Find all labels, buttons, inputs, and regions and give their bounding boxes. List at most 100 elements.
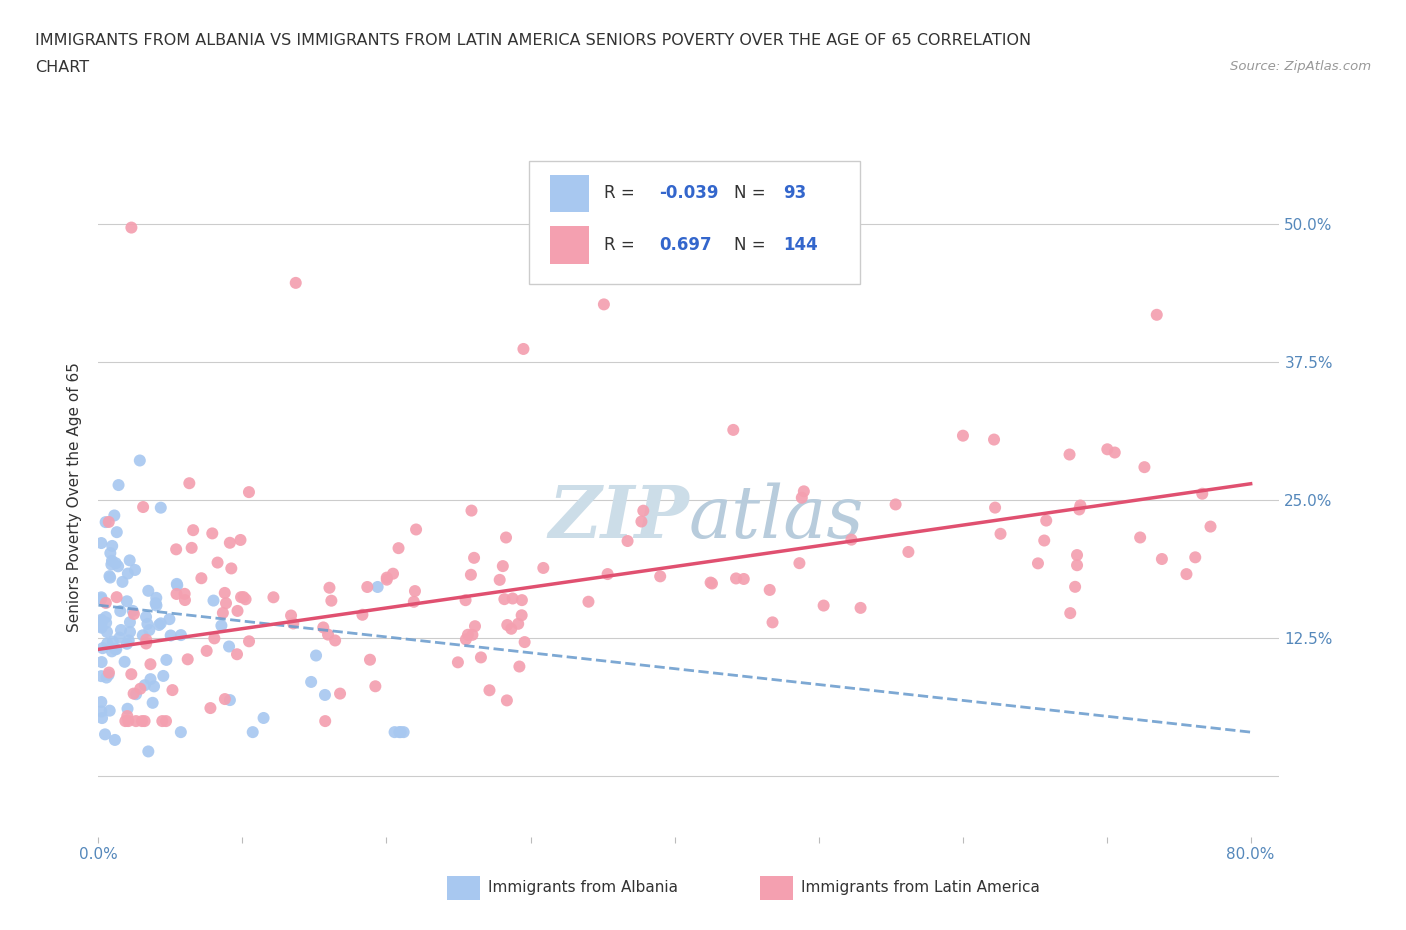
Point [502, 591, 524, 606]
Text: Immigrants from Albania: Immigrants from Albania [488, 881, 678, 896]
Point [235, 591, 257, 606]
Point [1129, 530, 1152, 545]
Point [447, 655, 470, 670]
Text: Source: ZipAtlas.com: Source: ZipAtlas.com [1230, 60, 1371, 73]
Point [155, 713, 177, 728]
Point [170, 628, 193, 643]
Point [1066, 558, 1088, 573]
Y-axis label: Seniors Poverty Over the Age of 65: Seniors Poverty Over the Age of 65 [67, 363, 83, 632]
Point [110, 604, 132, 618]
Point [232, 590, 254, 604]
Point [219, 693, 242, 708]
Point [98, 569, 121, 584]
Point [367, 579, 389, 594]
Point [103, 508, 125, 523]
Point [464, 618, 486, 633]
Point [107, 559, 129, 574]
Point [280, 608, 302, 623]
Point [149, 500, 172, 515]
Text: -0.039: -0.039 [659, 184, 718, 203]
Point [352, 607, 374, 622]
Point [299, 674, 322, 689]
Text: R =: R = [605, 236, 634, 254]
Point [387, 540, 409, 555]
Point [104, 733, 127, 748]
Point [118, 633, 141, 648]
Point [181, 523, 204, 538]
Point [492, 559, 515, 574]
Point [134, 678, 156, 693]
Point [460, 567, 482, 582]
Point [94, 514, 117, 529]
Point [494, 591, 516, 606]
Text: 144: 144 [783, 236, 818, 254]
Point [94, 595, 117, 610]
Point [323, 633, 346, 648]
Point [91, 641, 114, 656]
Point [793, 484, 815, 498]
Point [1064, 579, 1087, 594]
Point [578, 594, 600, 609]
Point [132, 628, 155, 643]
Point [284, 275, 307, 290]
Point [96, 671, 118, 685]
Point [135, 632, 157, 647]
Point [165, 542, 187, 557]
Point [723, 422, 745, 437]
Point [984, 500, 1007, 515]
Point [101, 634, 124, 649]
Point [120, 667, 142, 682]
Point [305, 648, 328, 663]
Point [200, 700, 222, 715]
Point [121, 604, 143, 618]
Point [94, 727, 117, 742]
Text: 93: 93 [783, 184, 807, 203]
Point [454, 632, 477, 647]
Point [214, 586, 236, 601]
Point [105, 642, 128, 657]
Point [90, 669, 112, 684]
Text: atlas: atlas [689, 483, 865, 553]
Point [252, 711, 274, 725]
Point [202, 631, 225, 645]
Point [1026, 556, 1049, 571]
Point [229, 590, 252, 604]
Point [460, 503, 482, 518]
Point [990, 526, 1012, 541]
Point [124, 563, 146, 578]
Point [761, 615, 783, 630]
Point [90, 612, 112, 627]
Point [510, 592, 533, 607]
Point [508, 617, 530, 631]
Point [1069, 502, 1091, 517]
Point [166, 587, 188, 602]
Point [94, 610, 117, 625]
Point [238, 485, 260, 499]
Point [496, 618, 519, 632]
Point [849, 601, 872, 616]
Point [364, 679, 387, 694]
Text: 0.697: 0.697 [659, 236, 711, 254]
Point [98, 703, 121, 718]
Point [105, 525, 128, 539]
Text: N =: N = [734, 184, 765, 203]
Point [145, 598, 167, 613]
Point [114, 713, 136, 728]
Point [262, 590, 284, 604]
Point [129, 682, 152, 697]
Point [242, 724, 264, 739]
Point [1184, 550, 1206, 565]
Point [616, 534, 638, 549]
Point [461, 628, 484, 643]
Point [157, 612, 180, 627]
Point [166, 578, 188, 592]
Point [97, 514, 120, 529]
Point [190, 571, 212, 586]
Point [314, 687, 336, 702]
Point [1069, 498, 1091, 513]
Point [314, 713, 336, 728]
Point [1104, 445, 1126, 460]
Text: ZIP: ZIP [548, 483, 689, 553]
Point [1035, 513, 1057, 528]
Point [174, 592, 197, 607]
